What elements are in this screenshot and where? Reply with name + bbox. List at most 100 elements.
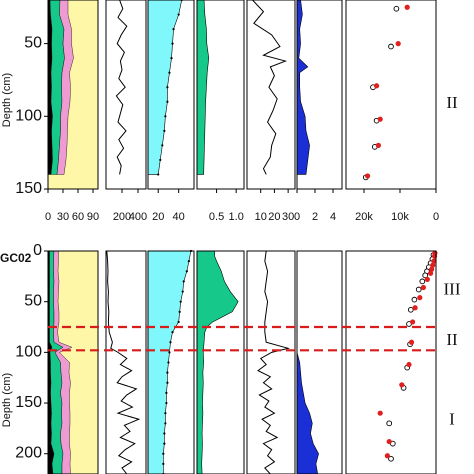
age-red-point bbox=[406, 361, 412, 368]
cyan-profile-point bbox=[165, 391, 168, 395]
depth-tick-label: 200 bbox=[15, 445, 42, 462]
age-red-point bbox=[429, 266, 435, 272]
composition-x-tick-label: 90 bbox=[87, 211, 99, 223]
cyan-profile-point bbox=[163, 129, 166, 132]
cyan-profile-point bbox=[166, 371, 169, 374]
age-red-point bbox=[420, 284, 426, 291]
composition-frame bbox=[47, 0, 99, 190]
line-1-x-tick-label: 400 bbox=[129, 211, 147, 223]
age-red-point bbox=[377, 410, 383, 416]
ages-frame bbox=[345, 250, 437, 474]
ages-x-tick-label: 10k bbox=[391, 211, 409, 223]
line-1-frame bbox=[105, 0, 147, 190]
depth-tick-label: 50 bbox=[24, 35, 42, 52]
cyan-profile-x-tick-label: 20 bbox=[152, 211, 164, 223]
blue-profile-frame bbox=[296, 0, 343, 190]
age-red-point bbox=[431, 258, 437, 264]
cyan-profile-area bbox=[147, 0, 183, 175]
cyan-profile-point bbox=[163, 432, 166, 435]
zone-label: II bbox=[446, 93, 458, 112]
ages-frame bbox=[345, 0, 437, 190]
green-profile-area bbox=[196, 0, 210, 175]
line-2-x-tick-label: 20 bbox=[268, 211, 280, 223]
line-1-series-line bbox=[106, 250, 141, 474]
zone-label: I bbox=[449, 409, 455, 428]
depth-tick-label: 100 bbox=[15, 107, 42, 124]
line-1-frame bbox=[105, 250, 147, 474]
composition-x-tick-label: 60 bbox=[72, 211, 84, 223]
line-2-x-tick-label: 30 bbox=[282, 211, 294, 223]
depth-tick-label: 150 bbox=[15, 180, 42, 197]
age-open-point bbox=[386, 420, 393, 427]
ages-x-tick-label: 0 bbox=[433, 211, 439, 223]
blue-profile-x-tick-label: 0 bbox=[294, 211, 300, 223]
cyan-profile-point bbox=[168, 71, 171, 74]
line-1-series-line bbox=[115, 0, 128, 175]
cyan-profile-point bbox=[164, 115, 167, 118]
cyan-profile-point bbox=[171, 42, 174, 45]
age-open-point bbox=[419, 278, 426, 285]
line-2-series-line bbox=[257, 250, 291, 474]
age-red-point bbox=[428, 270, 434, 276]
age-red-point bbox=[374, 83, 380, 89]
blue-profile-area bbox=[296, 251, 319, 474]
upper-depth-axis-label: Depth (cm) bbox=[1, 73, 13, 127]
blue-profile-x-tick-label: 2 bbox=[312, 211, 318, 223]
cyan-profile-point bbox=[166, 100, 169, 103]
green-profile-frame bbox=[196, 250, 245, 474]
composition-x-tick-label: 0 bbox=[45, 211, 51, 223]
age-red-point bbox=[399, 382, 405, 388]
depth-tick-label: 50 bbox=[24, 293, 42, 310]
core-label: GC02 bbox=[0, 251, 32, 265]
green-profile-x-tick-label: 0.5 bbox=[209, 211, 224, 223]
blue-profile-frame bbox=[296, 250, 343, 474]
cyan-profile-point bbox=[157, 173, 160, 176]
cyan-profile-area bbox=[147, 250, 192, 474]
green-profile-frame bbox=[196, 0, 245, 190]
age-red-point bbox=[384, 453, 390, 459]
cyan-profile-point bbox=[168, 351, 171, 354]
age-open-point bbox=[415, 286, 422, 293]
age-red-point bbox=[375, 142, 381, 148]
cyan-profile-point bbox=[165, 401, 168, 405]
cyan-profile-point bbox=[166, 86, 169, 89]
composition-pink-area bbox=[56, 0, 74, 175]
line-1-x-tick-label: 200 bbox=[113, 211, 131, 223]
upper-panel: 50 100 150 II bbox=[15, 0, 458, 197]
depth-tick-label: 150 bbox=[15, 394, 42, 411]
age-red-point bbox=[410, 319, 416, 325]
cyan-profile-point bbox=[172, 27, 175, 31]
line-2-frame bbox=[246, 0, 296, 190]
cyan-profile-frame bbox=[147, 0, 195, 190]
age-open-point bbox=[422, 272, 429, 279]
cyan-profile-point bbox=[169, 341, 172, 344]
cyan-profile-point bbox=[185, 270, 188, 273]
cyan-profile-point bbox=[178, 310, 181, 313]
blue-profile-x-tick-label: 4 bbox=[330, 211, 336, 223]
cyan-profile-point bbox=[164, 412, 167, 415]
cyan-profile-point bbox=[177, 320, 180, 324]
cyan-profile-point bbox=[166, 381, 169, 384]
age-open-point bbox=[393, 5, 400, 12]
cyan-profile-point bbox=[167, 361, 170, 364]
cyan-profile-point bbox=[162, 452, 165, 455]
composition-x-tick-label: 30 bbox=[57, 211, 69, 223]
ages-x-tick-label: 20k bbox=[355, 211, 373, 223]
zone-label: III bbox=[444, 280, 461, 299]
blue-profile-area bbox=[296, 0, 310, 175]
cyan-profile-point bbox=[182, 280, 185, 283]
age-red-point bbox=[395, 41, 401, 47]
cyan-profile-point bbox=[163, 442, 166, 445]
age-red-point bbox=[404, 4, 410, 10]
cyan-profile-point bbox=[171, 330, 174, 334]
age-red-point bbox=[377, 116, 383, 122]
cyan-profile-point bbox=[170, 57, 173, 60]
cyan-profile-point bbox=[164, 422, 167, 425]
age-red-point bbox=[430, 262, 436, 268]
line-2-x-tick-label: 10 bbox=[255, 211, 267, 223]
cyan-profile-frame bbox=[147, 250, 195, 474]
green-profile-area bbox=[196, 250, 239, 474]
age-open-point bbox=[388, 43, 394, 50]
cyan-profile-point bbox=[181, 290, 184, 293]
